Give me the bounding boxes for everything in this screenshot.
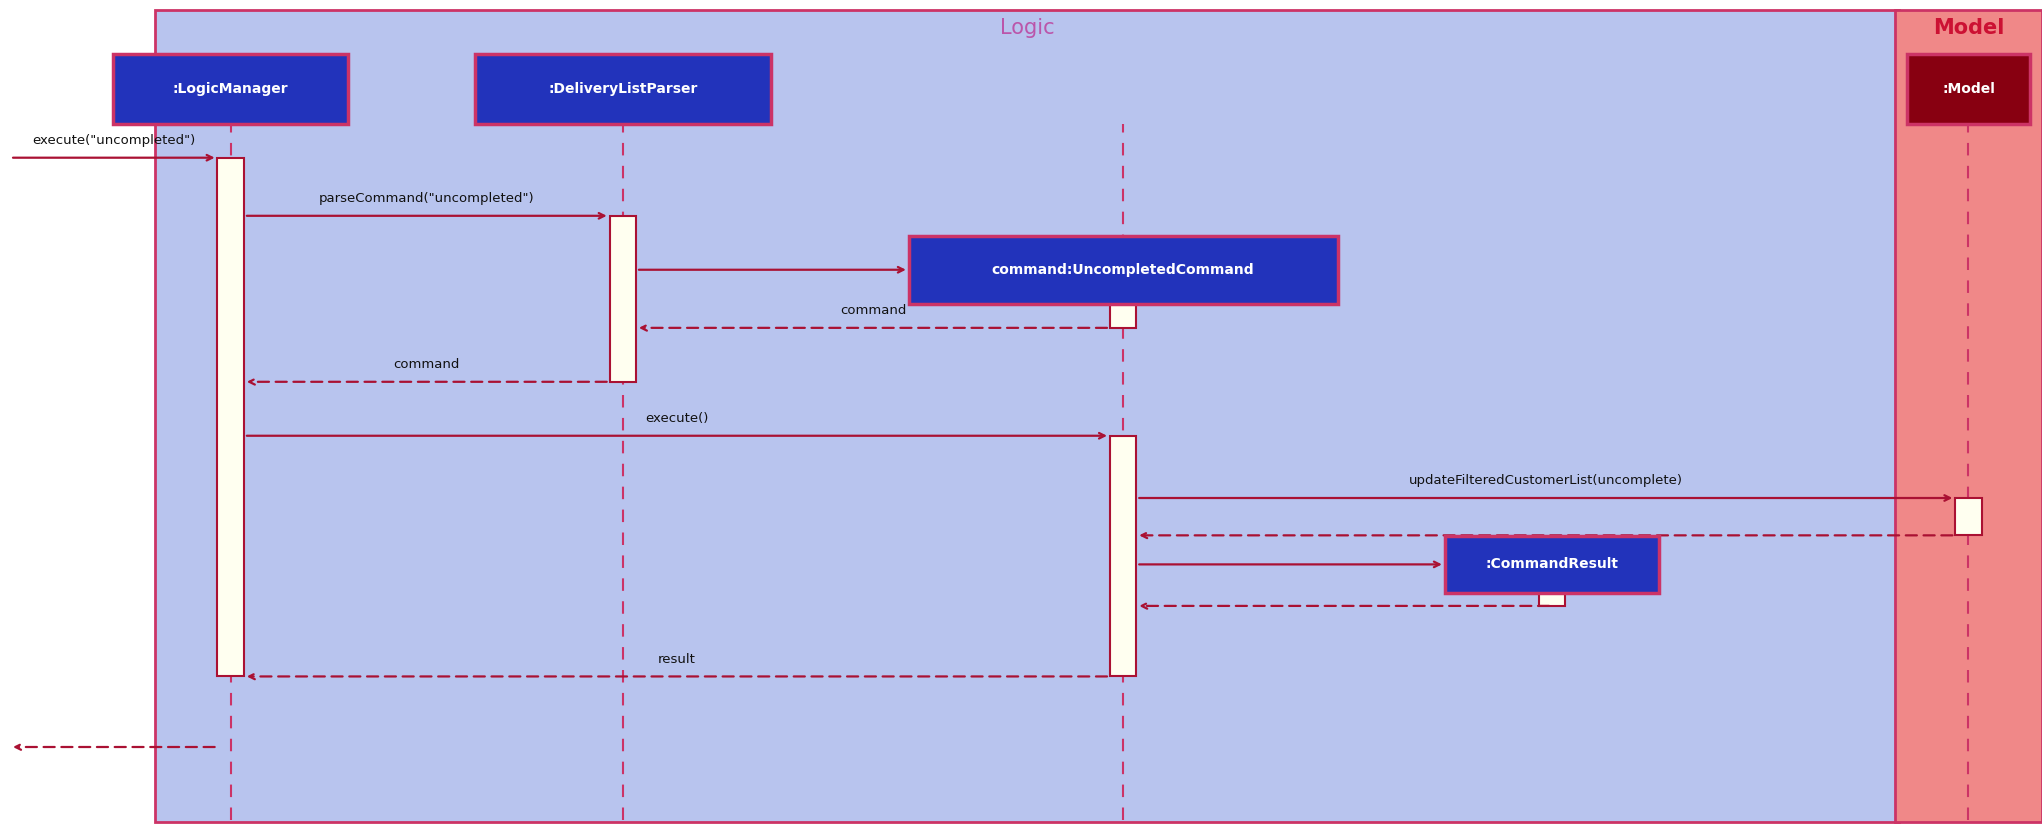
Text: Model: Model [1934, 18, 2003, 38]
Text: result: result [658, 652, 696, 666]
Text: :LogicManager: :LogicManager [174, 82, 288, 96]
FancyBboxPatch shape [1444, 536, 1658, 593]
FancyBboxPatch shape [1111, 270, 1135, 328]
FancyBboxPatch shape [1540, 593, 1564, 606]
Text: command:UncompletedCommand: command:UncompletedCommand [992, 263, 1254, 276]
FancyBboxPatch shape [216, 158, 243, 676]
Text: execute(): execute() [645, 412, 709, 425]
FancyBboxPatch shape [1111, 436, 1135, 676]
Text: :DeliveryListParser: :DeliveryListParser [547, 82, 698, 96]
FancyBboxPatch shape [155, 10, 1899, 822]
FancyBboxPatch shape [1907, 54, 2030, 124]
Text: Logic: Logic [1001, 18, 1054, 38]
Text: :Model: :Model [1942, 82, 1995, 96]
FancyBboxPatch shape [114, 54, 347, 124]
Text: updateFilteredCustomerList(uncomplete): updateFilteredCustomerList(uncomplete) [1409, 474, 1683, 487]
Text: parseCommand("uncompleted"): parseCommand("uncompleted") [319, 192, 535, 205]
FancyBboxPatch shape [909, 236, 1338, 304]
Text: command: command [394, 358, 459, 371]
FancyBboxPatch shape [474, 54, 770, 124]
Text: :CommandResult: :CommandResult [1485, 558, 1619, 571]
Text: execute("uncompleted"): execute("uncompleted") [33, 134, 196, 147]
Text: command: command [839, 304, 907, 317]
FancyBboxPatch shape [1895, 10, 2042, 822]
FancyBboxPatch shape [1954, 498, 1981, 535]
FancyBboxPatch shape [609, 216, 637, 382]
